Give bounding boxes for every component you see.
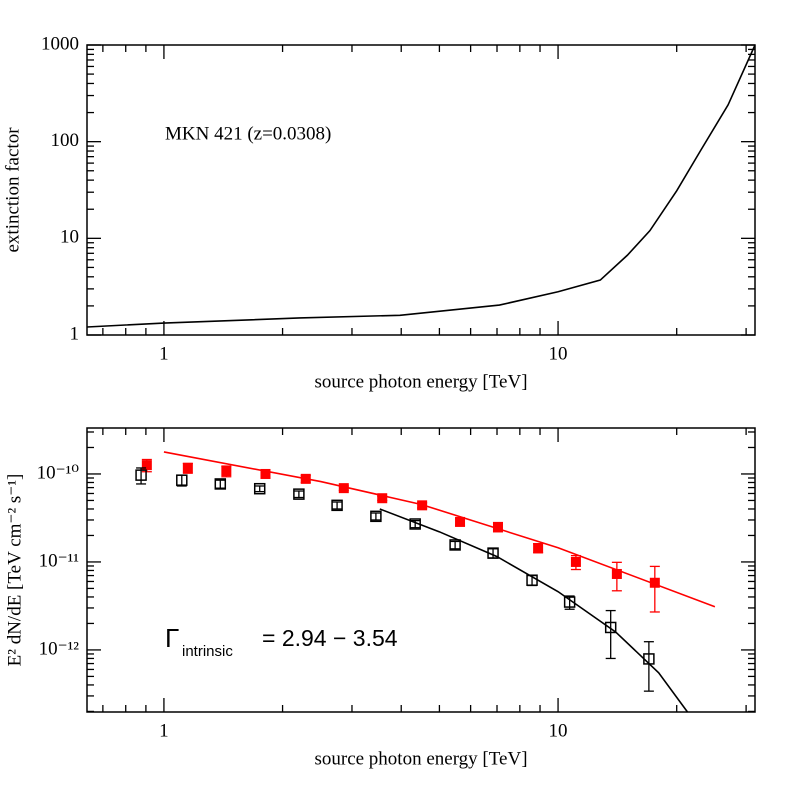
data-point bbox=[377, 493, 388, 504]
x-tick-label: 1 bbox=[159, 720, 169, 741]
data-point bbox=[611, 568, 622, 579]
x-axis-label: source photon energy [TeV] bbox=[314, 748, 527, 769]
annotation-symbol: Γ bbox=[165, 623, 179, 653]
data-point bbox=[221, 466, 232, 477]
data-point bbox=[293, 488, 305, 500]
panel: 1 10 1 10 100 1000 source photon energy [TeV] e… bbox=[2, 33, 756, 392]
data-point bbox=[649, 577, 660, 588]
annotation: MKN 421 (z=0.0308) bbox=[165, 123, 331, 144]
data-point bbox=[331, 499, 343, 512]
x-axis-label: source photon energy [TeV] bbox=[314, 371, 527, 392]
x-tick-label: 1 bbox=[159, 343, 169, 364]
data-point bbox=[492, 521, 503, 532]
data-point bbox=[141, 460, 152, 471]
curve bbox=[379, 508, 689, 712]
x-tick-label: 10 bbox=[549, 343, 568, 364]
curve bbox=[163, 451, 716, 608]
y-axis-label: E² dN/dE [TeV cm⁻² s⁻¹] bbox=[4, 474, 25, 667]
y-tick-label: 10⁻¹⁰ bbox=[37, 462, 80, 483]
y-tick-label: 1 bbox=[70, 323, 80, 344]
data-point bbox=[455, 516, 466, 527]
annotation-subscript: intrinsic bbox=[182, 643, 233, 660]
data-point bbox=[260, 468, 271, 479]
data-point bbox=[370, 510, 382, 523]
y-axis-label: extinction factor bbox=[2, 127, 23, 253]
y-tick-label: 10⁻¹¹ bbox=[39, 550, 80, 571]
data-point bbox=[533, 543, 544, 554]
data-point bbox=[176, 474, 188, 486]
y-tick-label: 10⁻¹² bbox=[39, 638, 80, 659]
data-point bbox=[449, 539, 461, 551]
annotation-text: = 2.94 − 3.54 bbox=[262, 625, 398, 651]
data-point bbox=[253, 482, 266, 495]
data-point bbox=[570, 556, 581, 567]
data-point bbox=[563, 596, 576, 608]
curve bbox=[87, 45, 755, 328]
y-tick-label: 100 bbox=[51, 130, 80, 151]
panel: 1 10 10⁻¹² 10⁻¹¹ 10⁻¹⁰ source photon energy [… bbox=[4, 427, 756, 769]
data-point bbox=[604, 621, 617, 634]
data-point bbox=[338, 483, 349, 494]
y-tick-label: 1000 bbox=[41, 33, 79, 54]
y-tick-label: 10 bbox=[60, 227, 79, 248]
x-tick-label: 10 bbox=[549, 720, 568, 741]
data-point bbox=[214, 478, 227, 490]
plot-frame bbox=[86, 44, 756, 336]
data-point bbox=[182, 462, 193, 473]
data-point bbox=[135, 469, 147, 481]
